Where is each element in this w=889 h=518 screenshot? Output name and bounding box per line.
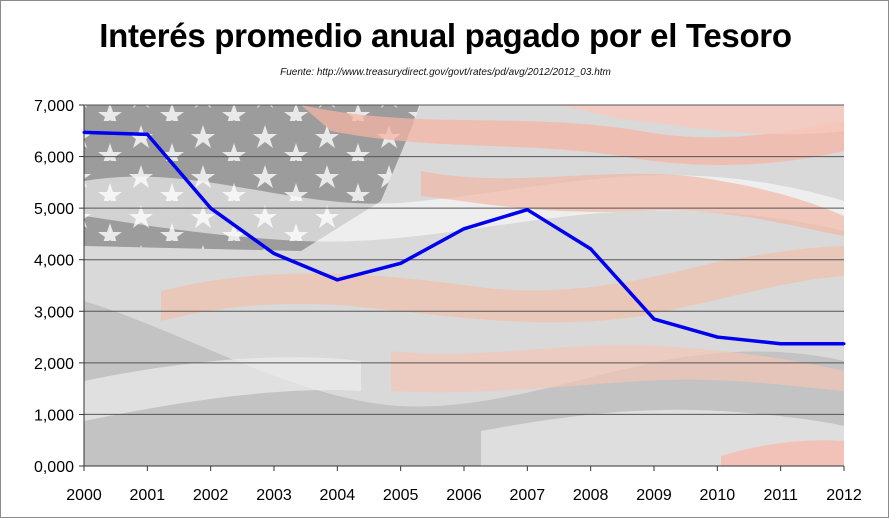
y-tick-label: 5,000 xyxy=(34,201,74,218)
data-point xyxy=(715,335,719,339)
x-tick-label: 2002 xyxy=(193,487,229,504)
x-tick-label: 2000 xyxy=(66,487,102,504)
y-tick-label: 6,000 xyxy=(34,150,74,167)
data-point xyxy=(335,278,339,282)
x-tick-label: 2001 xyxy=(130,487,166,504)
y-tick-label: 7,000 xyxy=(34,98,74,115)
x-tick-label: 2007 xyxy=(510,487,546,504)
axes xyxy=(79,104,845,471)
x-tick-label: 2010 xyxy=(700,487,736,504)
data-point xyxy=(589,247,593,251)
data-point xyxy=(842,342,846,346)
data-point xyxy=(525,208,529,212)
y-axis-tick-labels: 0,000 1,000 2,000 3,000 4,000 5,000 6,000 7,000 xyxy=(34,98,74,476)
data-point xyxy=(145,132,149,136)
data-point xyxy=(82,130,86,134)
flag-background xyxy=(84,105,844,466)
data-point xyxy=(652,317,656,321)
x-axis-tick-labels: 2000 2001 2002 2003 2004 2005 2006 2007 2008 2009… xyxy=(66,487,862,504)
data-point xyxy=(399,261,403,265)
x-tick-label: 2008 xyxy=(573,487,609,504)
y-tick-label: 4,000 xyxy=(34,253,74,270)
x-tick-label: 2011 xyxy=(763,487,798,504)
grid-lines xyxy=(84,104,844,415)
series-lines xyxy=(82,130,846,346)
x-tick-label: 2005 xyxy=(383,487,419,504)
data-point xyxy=(779,342,783,346)
x-tick-label: 2012 xyxy=(826,487,862,504)
y-tick-label: 2,000 xyxy=(34,356,74,373)
y-tick-label: 3,000 xyxy=(34,304,74,321)
x-tick-label: 2006 xyxy=(446,487,482,504)
data-point xyxy=(209,206,213,210)
y-tick-label: 0,000 xyxy=(34,459,74,476)
chart-subtitle: Fuente: http://www.treasurydirect.gov/go… xyxy=(280,67,611,78)
x-tick-label: 2003 xyxy=(256,487,292,504)
x-tick-label: 2004 xyxy=(320,487,356,504)
y-tick-label: 1,000 xyxy=(34,407,74,424)
x-tick-label: 2009 xyxy=(636,487,672,504)
data-point xyxy=(462,227,466,231)
data-point xyxy=(272,252,276,256)
chart-title: Interés promedio anual pagado por el Tes… xyxy=(99,17,792,54)
